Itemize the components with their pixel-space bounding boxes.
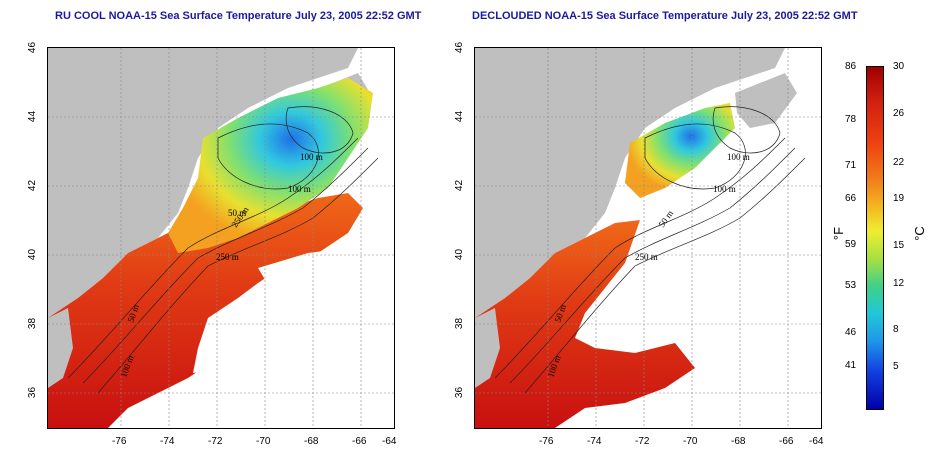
f-tick: 41 [845, 360, 857, 371]
fahrenheit-unit-label: °F [831, 226, 847, 241]
f-tick: 71 [845, 160, 857, 171]
lon-tick: -74 [160, 436, 175, 447]
f-tick: 66 [845, 193, 857, 204]
contour-label: 100 m [288, 184, 311, 194]
lon-tick: -70 [683, 436, 698, 447]
left-map-title: RU COOL NOAA-15 Sea Surface Temperature … [55, 10, 422, 22]
c-tick: 30 [893, 61, 905, 72]
lat-tick: 38 [454, 317, 466, 330]
lon-tick: -68 [304, 436, 319, 447]
celsius-unit-label: °C [911, 226, 927, 241]
contour-label: 100 m [713, 184, 736, 194]
lat-tick: 42 [454, 179, 466, 192]
f-tick: 78 [845, 114, 857, 125]
lon-tick: -64 [382, 436, 397, 447]
lon-tick: -70 [256, 436, 271, 447]
lon-tick: -66 [352, 436, 367, 447]
raw-sst-map-graphic: 100 m 100 m 250 m 50 m 100 m 250 m 50 m [48, 48, 394, 428]
lat-tick: 36 [27, 386, 39, 399]
f-tick: 53 [845, 280, 857, 291]
lon-tick: -72 [208, 436, 223, 447]
raw-sst-map: 100 m 100 m 250 m 50 m 100 m 250 m 50 m [47, 47, 395, 429]
contour-label: 100 m [300, 152, 323, 162]
f-tick: 46 [845, 327, 857, 338]
c-tick: 8 [893, 324, 899, 335]
declouded-sst-map-graphic: 100 m 100 m 250 m 50 m 100 m 50 m [475, 48, 821, 428]
lat-tick: 40 [27, 248, 39, 261]
f-tick: 59 [845, 239, 857, 250]
lat-tick: 46 [27, 41, 39, 54]
contour-label: 50 m [228, 208, 246, 218]
declouded-sst-map: 100 m 100 m 250 m 50 m 100 m 50 m [474, 47, 822, 429]
lon-tick: -76 [112, 436, 127, 447]
lon-tick: -66 [779, 436, 794, 447]
lon-tick: -74 [587, 436, 602, 447]
c-tick: 12 [893, 278, 905, 289]
c-tick: 22 [893, 157, 905, 168]
lon-tick: -72 [635, 436, 650, 447]
contour-label: 100 m [727, 152, 750, 162]
lat-tick: 44 [454, 110, 466, 123]
lat-tick: 42 [27, 179, 39, 192]
temperature-colorbar [866, 66, 884, 410]
lat-tick: 40 [454, 248, 466, 261]
right-map-title: DECLOUDED NOAA-15 Sea Surface Temperatur… [472, 10, 858, 22]
lat-tick: 46 [454, 41, 466, 54]
c-tick: 19 [893, 193, 905, 204]
c-tick: 26 [893, 108, 905, 119]
f-tick: 86 [845, 61, 857, 72]
contour-label: 250 m [635, 252, 658, 262]
c-tick: 15 [893, 240, 905, 251]
lon-tick: -68 [731, 436, 746, 447]
c-tick: 5 [893, 361, 899, 372]
lat-tick: 36 [454, 386, 466, 399]
lat-tick: 38 [27, 317, 39, 330]
contour-label: 250 m [216, 252, 239, 262]
lon-tick: -76 [539, 436, 554, 447]
lon-tick: -64 [809, 436, 824, 447]
lat-tick: 44 [27, 110, 39, 123]
